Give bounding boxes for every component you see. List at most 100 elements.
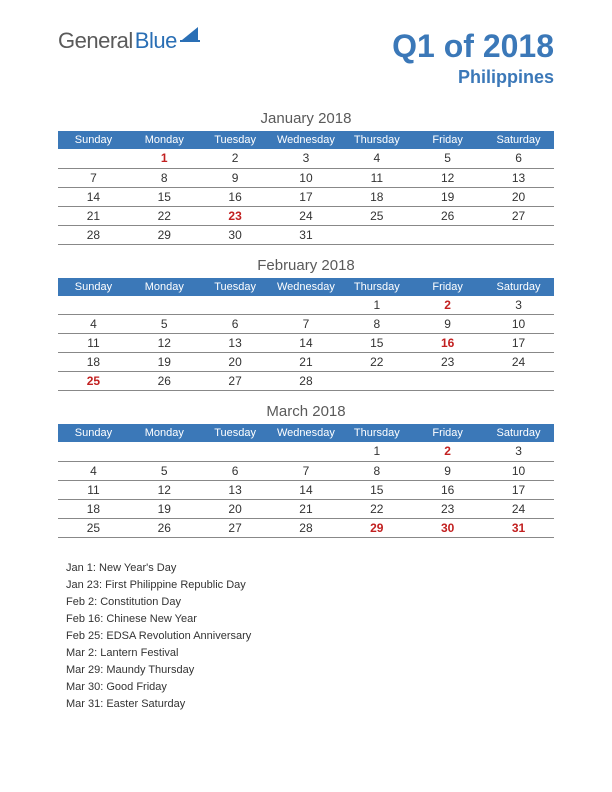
calendar-row: 11121314151617 — [58, 480, 554, 499]
calendar-cell: 1 — [129, 149, 200, 168]
month-block: January 2018SundayMondayTuesdayWednesday… — [58, 110, 554, 245]
holiday-item: Jan 1: New Year's Day — [66, 560, 554, 577]
calendar-row: 123456 — [58, 149, 554, 168]
calendar-row: 18192021222324 — [58, 353, 554, 372]
calendar-cell: 2 — [412, 296, 483, 315]
calendar-cell: 5 — [129, 461, 200, 480]
month-title: January 2018 — [58, 110, 554, 127]
calendar-cell: 1 — [341, 296, 412, 315]
calendar-cell: 9 — [412, 461, 483, 480]
calendar-cell: 10 — [483, 461, 554, 480]
day-header: Sunday — [58, 131, 129, 149]
calendar-cell: 29 — [129, 225, 200, 244]
calendar-cell: 7 — [271, 315, 342, 334]
calendar-cell: 19 — [412, 187, 483, 206]
day-header: Tuesday — [200, 131, 271, 149]
holiday-item: Jan 23: First Philippine Republic Day — [66, 577, 554, 594]
month-title: March 2018 — [58, 403, 554, 420]
calendar-cell: 25 — [58, 372, 129, 391]
holiday-item: Feb 25: EDSA Revolution Anniversary — [66, 628, 554, 645]
day-header: Monday — [129, 278, 200, 296]
calendar-row: 18192021222324 — [58, 499, 554, 518]
calendar-cell: 3 — [271, 149, 342, 168]
month-title: February 2018 — [58, 257, 554, 274]
calendar-row: 21222324252627 — [58, 206, 554, 225]
calendar-cell: 26 — [129, 372, 200, 391]
country-name: Philippines — [392, 67, 554, 88]
calendar-cell — [483, 225, 554, 244]
title-block: Q1 of 2018 Philippines — [392, 28, 554, 88]
calendar-cell: 6 — [200, 315, 271, 334]
calendar-cell: 7 — [58, 168, 129, 187]
calendar-cell: 2 — [200, 149, 271, 168]
day-header: Tuesday — [200, 424, 271, 442]
calendar-cell: 11 — [58, 480, 129, 499]
day-header: Friday — [412, 278, 483, 296]
day-header: Thursday — [341, 131, 412, 149]
calendar-cell — [483, 372, 554, 391]
calendar-row: 45678910 — [58, 461, 554, 480]
calendar-cell: 12 — [129, 334, 200, 353]
calendar-cell: 11 — [58, 334, 129, 353]
calendar-cell: 31 — [271, 225, 342, 244]
calendar-cell: 13 — [200, 334, 271, 353]
calendar-cell: 21 — [271, 353, 342, 372]
calendar-cell — [58, 149, 129, 168]
calendar-cell — [271, 442, 342, 461]
calendar-cell — [129, 296, 200, 315]
calendar-cell: 28 — [271, 518, 342, 537]
calendar-cell: 30 — [412, 518, 483, 537]
calendar-container: January 2018SundayMondayTuesdayWednesday… — [0, 110, 612, 538]
calendar-cell: 6 — [200, 461, 271, 480]
calendar-cell — [58, 442, 129, 461]
calendar-row: 123 — [58, 296, 554, 315]
calendar-cell: 2 — [412, 442, 483, 461]
calendar-cell: 28 — [58, 225, 129, 244]
calendar-cell: 10 — [271, 168, 342, 187]
calendar-cell: 13 — [200, 480, 271, 499]
calendar-cell: 4 — [341, 149, 412, 168]
calendar-cell: 16 — [412, 334, 483, 353]
holiday-item: Mar 2: Lantern Festival — [66, 645, 554, 662]
calendar-cell: 4 — [58, 315, 129, 334]
day-header: Monday — [129, 131, 200, 149]
calendar-cell: 8 — [341, 315, 412, 334]
calendar-cell: 15 — [341, 334, 412, 353]
calendar-cell: 22 — [129, 206, 200, 225]
calendar-cell — [341, 372, 412, 391]
day-header: Wednesday — [271, 278, 342, 296]
calendar-cell — [412, 372, 483, 391]
day-header: Sunday — [58, 278, 129, 296]
calendar-cell: 3 — [483, 442, 554, 461]
calendar-cell: 21 — [58, 206, 129, 225]
calendar-cell: 14 — [58, 187, 129, 206]
calendar-cell: 30 — [200, 225, 271, 244]
calendar-cell: 31 — [483, 518, 554, 537]
holiday-item: Feb 2: Constitution Day — [66, 594, 554, 611]
calendar-cell: 16 — [412, 480, 483, 499]
calendar-cell: 20 — [200, 499, 271, 518]
calendar-row: 11121314151617 — [58, 334, 554, 353]
calendar-cell: 6 — [483, 149, 554, 168]
calendar-cell: 7 — [271, 461, 342, 480]
calendar-cell: 11 — [341, 168, 412, 187]
day-header: Sunday — [58, 424, 129, 442]
calendar-cell: 26 — [412, 206, 483, 225]
holiday-item: Mar 30: Good Friday — [66, 679, 554, 696]
calendar-cell: 22 — [341, 499, 412, 518]
calendar-cell: 23 — [200, 206, 271, 225]
holiday-item: Mar 29: Maundy Thursday — [66, 662, 554, 679]
calendar-cell: 15 — [341, 480, 412, 499]
calendar-cell: 12 — [412, 168, 483, 187]
logo-text-2: Blue — [135, 28, 177, 54]
calendar-cell: 5 — [412, 149, 483, 168]
calendar-cell — [129, 442, 200, 461]
header: General Blue Q1 of 2018 Philippines — [0, 0, 612, 98]
calendar-cell: 29 — [341, 518, 412, 537]
calendar-cell: 24 — [483, 353, 554, 372]
calendar-cell: 1 — [341, 442, 412, 461]
day-header: Friday — [412, 424, 483, 442]
calendar-row: 28293031 — [58, 225, 554, 244]
calendar-cell — [58, 296, 129, 315]
calendar-row: 45678910 — [58, 315, 554, 334]
